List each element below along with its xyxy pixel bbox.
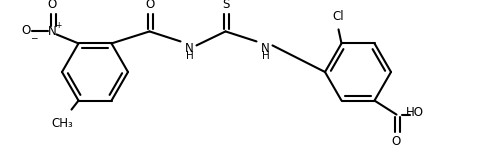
Text: H: H <box>262 51 269 61</box>
Text: N: N <box>261 42 270 55</box>
Text: S: S <box>222 0 229 11</box>
Text: O: O <box>145 0 154 11</box>
Text: N: N <box>48 25 57 38</box>
Text: −: − <box>30 33 37 42</box>
Text: CH₃: CH₃ <box>52 117 73 130</box>
Text: H: H <box>186 51 193 61</box>
Text: O: O <box>392 135 401 148</box>
Text: O: O <box>48 0 57 11</box>
Text: Cl: Cl <box>333 10 344 23</box>
Text: N: N <box>185 42 194 55</box>
Text: O: O <box>21 24 30 37</box>
Text: HO: HO <box>406 106 423 119</box>
Text: +: + <box>55 21 62 30</box>
